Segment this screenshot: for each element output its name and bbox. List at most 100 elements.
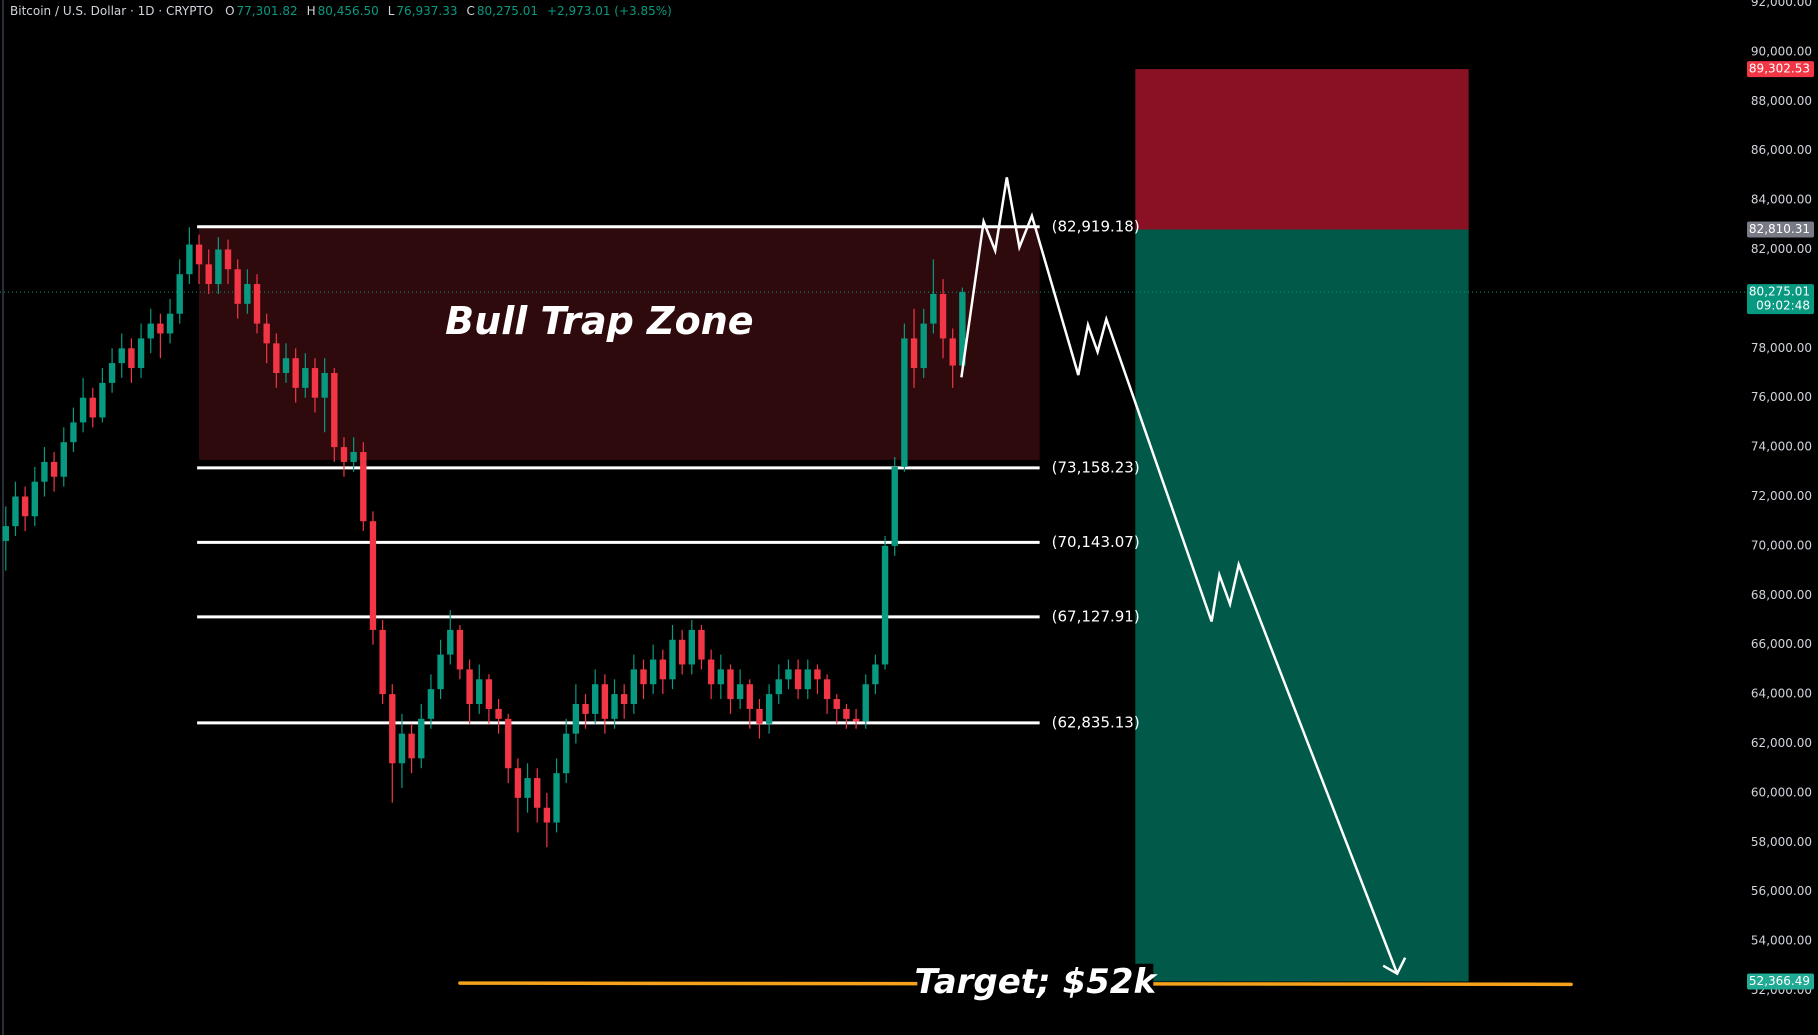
y-tick-label: 60,000.00	[1751, 785, 1812, 799]
price-badge-countdown: 09:02:48	[1756, 299, 1810, 313]
y-tick-label: 56,000.00	[1751, 884, 1812, 898]
y-tick-label: 70,000.00	[1751, 538, 1812, 552]
candle-body	[137, 338, 145, 369]
candle-body	[881, 545, 889, 665]
candle-body	[79, 397, 87, 423]
candle-body	[852, 718, 860, 722]
candle-body	[108, 363, 116, 383]
candle-body	[128, 348, 135, 369]
candle-body	[765, 694, 773, 724]
candle-body	[321, 372, 328, 398]
candle-body	[2, 526, 9, 541]
candle-body	[949, 338, 956, 366]
candle-body	[21, 496, 29, 517]
candle-body	[611, 694, 618, 719]
y-tick-label: 74,000.00	[1751, 440, 1812, 454]
candle-body	[582, 703, 589, 714]
candle-body	[717, 669, 724, 685]
candle-body	[910, 338, 918, 369]
candle-body	[408, 733, 415, 759]
candle-body	[678, 639, 686, 665]
candle-body	[205, 264, 212, 285]
target-box	[1135, 229, 1469, 982]
price-badge-label: 80,275.01	[1749, 285, 1810, 299]
candle-body	[99, 382, 106, 418]
y-tick-label: 78,000.00	[1751, 341, 1812, 355]
candle-body	[505, 718, 512, 769]
price-badge	[1747, 61, 1814, 78]
candle-body	[418, 718, 425, 759]
ohlc-value: 80,456.50	[317, 4, 379, 18]
candle-body	[389, 694, 396, 764]
candle-body	[360, 452, 367, 522]
y-tick-label: 86,000.00	[1751, 143, 1812, 157]
candle-body	[862, 684, 869, 722]
candle-body	[630, 669, 638, 704]
candle-body	[350, 452, 357, 462]
ohlc-key: O	[225, 4, 235, 18]
candle-body	[746, 684, 753, 709]
y-tick-label: 62,000.00	[1751, 736, 1812, 750]
candle-body	[60, 442, 67, 477]
candle-body	[447, 629, 454, 655]
candle-body	[833, 699, 840, 709]
ohlc-key: H	[306, 4, 316, 18]
price-badge-label: 52,366.49	[1749, 974, 1810, 988]
candle-body	[50, 461, 58, 477]
ohlc-value: 77,301.82	[236, 4, 298, 18]
y-tick-label: 90,000.00	[1751, 44, 1812, 58]
fib-level-label: (62,835.13)	[1052, 713, 1140, 731]
stop-box	[1135, 69, 1469, 230]
candle-body	[592, 684, 599, 714]
price-badge-label: 82,810.31	[1749, 222, 1810, 236]
candle-body	[669, 639, 676, 680]
candle-body	[215, 249, 222, 285]
candle-body	[601, 684, 609, 719]
candle-body	[476, 679, 483, 704]
candle-body	[688, 629, 696, 665]
ohlc-key: C	[466, 4, 475, 18]
candle-body	[89, 397, 96, 418]
candle-body	[41, 461, 48, 482]
candle-body	[553, 773, 560, 823]
candle-body	[292, 358, 299, 388]
candle-body	[70, 422, 77, 443]
candle-body	[543, 807, 551, 823]
candle-body	[534, 778, 541, 808]
candle-body	[736, 684, 744, 700]
fib-level-label: (73,158.23)	[1052, 458, 1140, 476]
ohlc-value: 80,275.01	[476, 4, 538, 18]
fib-level-label: (82,919.18)	[1052, 217, 1140, 235]
candle-body	[959, 292, 966, 366]
candle-body	[12, 496, 19, 527]
candle-body	[437, 654, 444, 690]
candle-body	[659, 659, 667, 680]
candle-body	[843, 708, 850, 719]
candle-body	[157, 323, 164, 334]
candle-body	[804, 669, 811, 690]
price-badge	[1747, 221, 1814, 238]
candle-body	[234, 269, 241, 304]
candle-body	[456, 629, 464, 670]
candle-body	[563, 733, 570, 774]
candle-body	[186, 244, 193, 275]
candle-body	[823, 679, 831, 700]
candle-body	[118, 348, 125, 364]
candle-body	[263, 323, 270, 344]
candle-body	[524, 778, 531, 798]
y-tick-label: 92,000.00	[1751, 0, 1812, 9]
candle-body	[466, 669, 473, 704]
y-tick-label: 54,000.00	[1751, 934, 1812, 948]
candle-body	[785, 669, 792, 680]
y-tick-label: 66,000.00	[1751, 637, 1812, 651]
candle-body	[282, 358, 290, 373]
candle-body	[640, 669, 647, 685]
candle-body	[195, 244, 203, 265]
candle-body	[756, 708, 763, 724]
candle-body	[253, 284, 261, 324]
y-tick-label: 82,000.00	[1751, 242, 1812, 256]
candle-body	[930, 293, 937, 324]
candle-body	[920, 323, 927, 369]
